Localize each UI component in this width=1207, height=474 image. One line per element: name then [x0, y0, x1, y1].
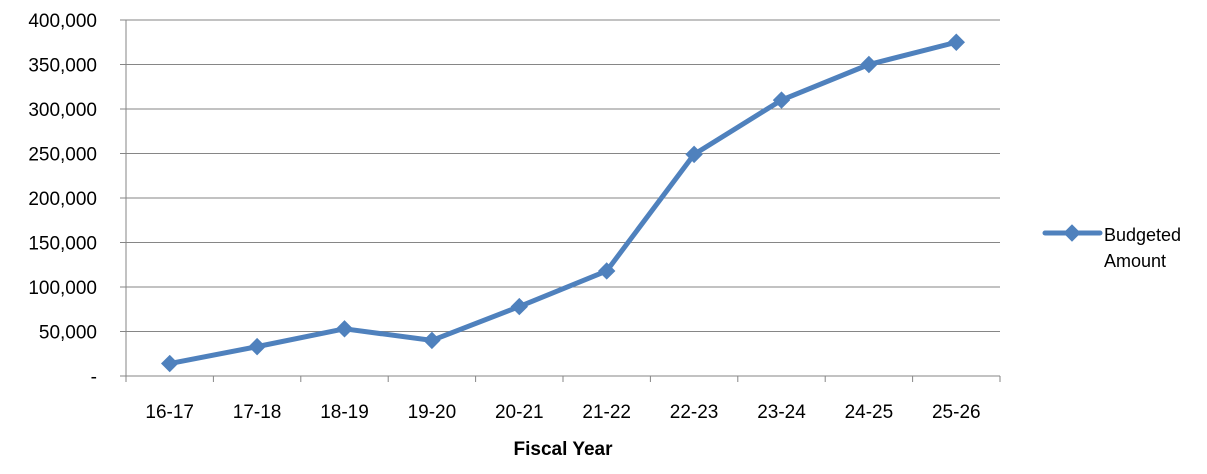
y-tick-label: 100,000	[28, 278, 97, 299]
y-tick-label: 400,000	[28, 11, 97, 32]
data-point	[510, 297, 529, 316]
y-tick-label: -	[91, 367, 97, 388]
y-tick-label: 350,000	[28, 56, 97, 77]
x-tick-label: 25-26	[932, 402, 981, 423]
data-point	[335, 320, 354, 338]
y-tick-label: 150,000	[28, 234, 97, 255]
series-layer	[160, 33, 966, 373]
gridlines	[126, 19, 1000, 332]
legend-marker	[1042, 224, 1103, 242]
x-tick-label: 18-19	[320, 402, 369, 423]
x-tick-label: 22-23	[670, 402, 719, 423]
legend-label-line-1: Budgeted	[1104, 225, 1181, 245]
x-tick-label: 23-24	[757, 402, 806, 423]
y-tick-label: 200,000	[28, 189, 97, 210]
data-point	[248, 337, 266, 356]
data-point	[772, 91, 791, 109]
x-axis-title: Fiscal Year	[514, 439, 614, 460]
data-point	[685, 145, 703, 164]
y-tick-label: 250,000	[28, 145, 97, 166]
legend: Budgeted Amount	[1042, 224, 1181, 271]
legend-diamond	[1063, 224, 1081, 242]
x-tick-labels: 16-17 17-18 18-19 19-20 20-21 21-22 22-23 23-24…	[145, 402, 980, 423]
data-point	[597, 262, 616, 280]
x-tick-label: 24-25	[845, 402, 894, 423]
data-point	[423, 331, 441, 350]
x-tick-label: 17-18	[233, 402, 282, 423]
data-point	[160, 354, 179, 373]
y-tick-label: 50,000	[39, 323, 97, 344]
x-tick-label: 19-20	[408, 402, 457, 423]
x-tick-label: 21-22	[582, 402, 631, 423]
data-point	[947, 33, 966, 51]
x-tick-label: 20-21	[495, 402, 544, 423]
legend-label-line-2: Amount	[1104, 251, 1166, 271]
data-point	[860, 55, 878, 74]
x-tick-label: 16-17	[145, 402, 194, 423]
y-tick-label: 300,000	[28, 100, 97, 121]
series-line	[167, 39, 959, 367]
y-tick-labels: - 50,000 100,000 150,000 200,000 250,000 300,0…	[28, 11, 97, 388]
axes	[120, 19, 1001, 382]
